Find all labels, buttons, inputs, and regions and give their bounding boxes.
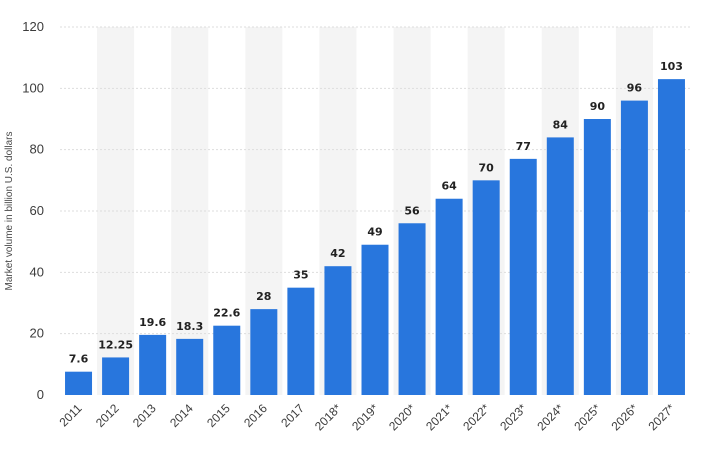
y-tick-label: 80 xyxy=(30,142,44,157)
y-tick-label: 40 xyxy=(30,264,44,279)
x-tick-label: 2015 xyxy=(204,401,233,430)
bar[interactable] xyxy=(324,266,352,395)
bar[interactable] xyxy=(287,287,315,395)
x-tick-label: 2012 xyxy=(93,401,122,430)
bar[interactable] xyxy=(620,100,648,395)
y-tick-label: 60 xyxy=(30,203,44,218)
bars xyxy=(65,79,685,395)
x-tick-label: 2011 xyxy=(56,401,84,429)
x-tick-label: 2019* xyxy=(349,401,381,433)
data-label: 90 xyxy=(590,100,606,113)
data-label: 12.25 xyxy=(98,338,133,351)
y-tick-label: 0 xyxy=(37,387,44,402)
x-tick-label: 2024* xyxy=(534,401,566,433)
bar[interactable] xyxy=(435,198,463,395)
x-tick-label: 2023* xyxy=(497,401,529,433)
data-label: 64 xyxy=(441,180,457,193)
bar[interactable] xyxy=(509,158,537,395)
y-tick-label: 100 xyxy=(22,80,44,95)
data-label: 103 xyxy=(660,60,683,73)
data-label: 18.3 xyxy=(176,320,203,333)
column-band xyxy=(97,27,135,395)
bar[interactable] xyxy=(657,79,685,395)
data-label: 22.6 xyxy=(213,307,240,320)
bar[interactable] xyxy=(398,223,426,395)
x-tick-label: 2016 xyxy=(241,401,270,430)
data-label: 56 xyxy=(404,204,420,217)
data-label: 42 xyxy=(330,247,345,260)
data-label: 77 xyxy=(516,140,531,153)
data-label: 84 xyxy=(553,118,569,131)
x-axis-ticks: 2011 2012 2013 2014 2015 2016 2017 2018* 2019* 20… xyxy=(56,401,677,433)
data-labels: 7.6 12.25 19.6 18.3 22.6 28 35 42 49 56 64 70 77 84 90… xyxy=(69,60,683,366)
y-tick-label: 120 xyxy=(22,19,44,34)
y-tick-label: 20 xyxy=(30,326,44,341)
data-label: 7.6 xyxy=(69,353,89,366)
x-tick-label: 2020* xyxy=(386,401,418,433)
data-label: 35 xyxy=(293,269,308,282)
bar[interactable] xyxy=(139,334,167,395)
x-tick-label: 2018* xyxy=(312,401,344,433)
x-tick-label: 2025* xyxy=(571,401,603,433)
data-label: 19.6 xyxy=(139,316,166,329)
bar[interactable] xyxy=(472,180,500,395)
bar[interactable] xyxy=(65,371,93,395)
x-tick-label: 2017 xyxy=(278,401,307,430)
bar[interactable] xyxy=(361,244,389,395)
bar[interactable] xyxy=(176,338,204,395)
x-tick-label: 2022* xyxy=(460,401,492,433)
data-label: 28 xyxy=(256,290,271,303)
bar[interactable] xyxy=(213,325,241,395)
data-label: 49 xyxy=(367,226,382,239)
data-label: 96 xyxy=(627,82,643,95)
x-tick-label: 2013 xyxy=(130,401,159,430)
x-tick-label: 2027* xyxy=(646,401,678,433)
y-axis-label: Market volume in billion U.S. dollars xyxy=(4,132,15,291)
x-tick-label: 2021* xyxy=(423,401,455,433)
bar[interactable] xyxy=(102,357,130,395)
bar[interactable] xyxy=(546,137,574,395)
y-axis-ticks: 0 20 40 60 80 100 120 xyxy=(22,19,44,402)
x-tick-label: 2026* xyxy=(608,401,640,433)
bar[interactable] xyxy=(583,119,611,395)
bar[interactable] xyxy=(250,309,278,395)
x-tick-label: 2014 xyxy=(167,401,196,430)
data-label: 70 xyxy=(479,161,495,174)
